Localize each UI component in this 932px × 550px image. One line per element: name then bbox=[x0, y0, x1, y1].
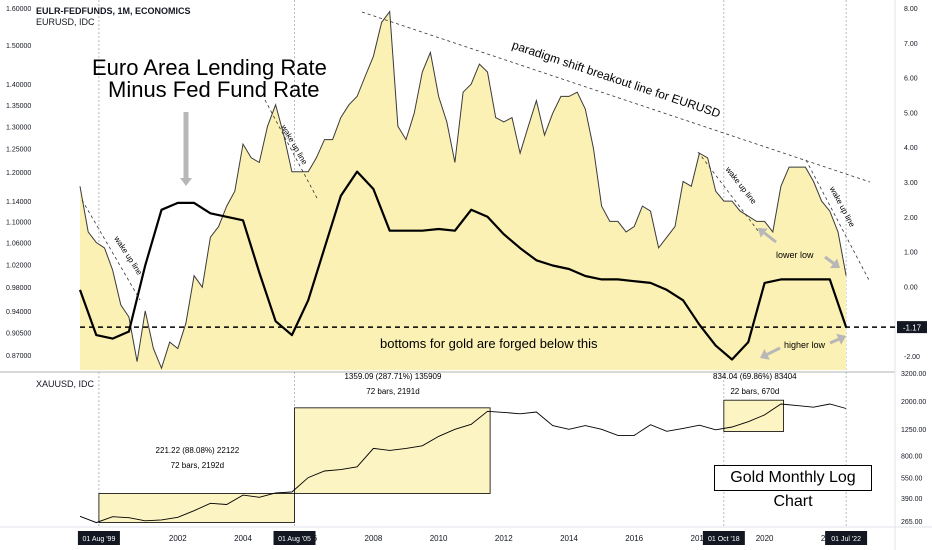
left-axis-tick: 0.90500 bbox=[6, 331, 31, 338]
date-badge bbox=[77, 531, 120, 545]
right-axis-tick: 5.00 bbox=[904, 110, 918, 117]
left-axis-tick: 1.14000 bbox=[6, 199, 31, 206]
measure-box bbox=[98, 493, 295, 523]
time-axis-tick: 2002 bbox=[169, 534, 187, 543]
right-axis-tick: -2.00 bbox=[904, 354, 920, 361]
gold-monthly-log-label: Gold Monthly Log Chart bbox=[714, 465, 872, 510]
eurusd-line bbox=[79, 10, 847, 370]
right-axis-tick: 2.00 bbox=[904, 215, 918, 222]
measure-line1: 1359.09 (287.71%) 135909 bbox=[344, 372, 442, 381]
spread-line bbox=[78, 170, 848, 361]
gold-axis-tick: 800.00 bbox=[901, 453, 923, 460]
time-axis-tick: 2004 bbox=[234, 534, 252, 543]
annotation-breakout: paradigm shift breakout line for EURUSD bbox=[510, 38, 722, 121]
gold-axis-tick: 550.00 bbox=[901, 476, 923, 483]
right-axis-tick: 0.00 bbox=[904, 284, 918, 291]
time-axis-tick: 2012 bbox=[495, 534, 513, 543]
current-value-label: -1.17 bbox=[903, 324, 922, 333]
main-title: EULR-FEDFUNDS, 1M, ECONOMICS bbox=[36, 6, 191, 16]
gold-axis-tick: 390.00 bbox=[901, 496, 923, 503]
annotation-lower-low: lower low bbox=[776, 250, 814, 260]
time-axis-tick: 2014 bbox=[560, 534, 578, 543]
time-axis-tick: 2008 bbox=[365, 534, 383, 543]
wake-up-trendline bbox=[805, 159, 871, 283]
measure-line1: 221.22 (88.08%) 22122 bbox=[156, 446, 240, 455]
arrow-higher-low-2-head bbox=[836, 333, 846, 345]
right-axis-tick: 6.00 bbox=[904, 76, 918, 83]
measure-line1: 834.04 (69.86%) 83404 bbox=[713, 372, 797, 381]
headline-line1: Euro Area Lending Rate bbox=[92, 55, 327, 80]
time-axis-tick: 2020 bbox=[756, 534, 774, 543]
lower-title: XAUUSD, IDC bbox=[36, 379, 95, 389]
arrow-lower-low-2-head bbox=[830, 258, 840, 269]
gold-axis-tick: 1250.00 bbox=[901, 427, 926, 434]
annotation-wake-up-3: wake up line bbox=[723, 164, 758, 206]
left-axis-tick: 0.87000 bbox=[6, 353, 31, 360]
gold-axis-tick: 265.00 bbox=[901, 519, 923, 526]
arrow-lower-low-1-shaft bbox=[763, 231, 777, 244]
left-axis-tick: 1.30000 bbox=[6, 124, 31, 131]
arrow-higher-low-1-head bbox=[760, 349, 770, 360]
measure-line2: 22 bars, 670d bbox=[730, 387, 779, 396]
time-axis-tick: 2010 bbox=[430, 534, 448, 543]
time-axis-tick: 2018 bbox=[691, 534, 709, 543]
left-axis-tick: 1.02000 bbox=[6, 262, 31, 269]
arrow-down-head bbox=[180, 178, 192, 186]
annotation-higher-low: higher low bbox=[784, 340, 826, 350]
arrow-higher-low-1-shaft bbox=[766, 346, 781, 356]
arrow-lower-low-1-head bbox=[758, 228, 768, 238]
measure-line2: 72 bars, 2192d bbox=[171, 461, 224, 470]
main-subtitle: EURUSD, IDC bbox=[36, 17, 95, 27]
left-axis-tick: 1.40000 bbox=[6, 82, 31, 89]
arrow-lower-low-2-shaft bbox=[824, 255, 835, 265]
time-axis-tick: 2016 bbox=[625, 534, 643, 543]
right-axis-tick: 7.00 bbox=[904, 41, 918, 48]
measure-box bbox=[294, 407, 491, 494]
left-axis-tick: 1.06000 bbox=[6, 240, 31, 247]
date-badge-label: 01 Jul '22 bbox=[831, 536, 861, 543]
date-badge bbox=[273, 531, 316, 545]
right-axis-tick: 1.00 bbox=[904, 250, 918, 257]
wake-up-trendline bbox=[81, 199, 141, 301]
left-axis-tick: 0.94000 bbox=[6, 309, 31, 316]
right-axis-tick: 3.00 bbox=[904, 180, 918, 187]
date-badge-label: 01 Aug '05 bbox=[278, 536, 311, 543]
left-axis-tick: 1.25000 bbox=[6, 147, 31, 154]
right-axis-tick: 8.00 bbox=[904, 6, 918, 13]
left-axis-tick: 1.35000 bbox=[6, 103, 31, 110]
date-badge bbox=[702, 531, 745, 545]
left-axis-tick: 1.10000 bbox=[6, 219, 31, 226]
right-axis-tick: 4.00 bbox=[904, 145, 918, 152]
wake-up-trendline bbox=[264, 99, 319, 201]
left-axis-tick: 0.98000 bbox=[6, 285, 31, 292]
current-value-badge bbox=[897, 321, 927, 334]
annotation-wake-up-1: wake up line bbox=[112, 234, 145, 278]
annotation-bottoms-for-gold: bottoms for gold are forged below this bbox=[380, 336, 598, 351]
left-axis-tick: 1.60000 bbox=[6, 6, 31, 13]
measure-line2: 72 bars, 2191d bbox=[366, 387, 419, 396]
xauusd-line bbox=[79, 403, 847, 524]
breakout-trendline bbox=[361, 11, 871, 183]
headline-line2: Minus Fed Fund Rate bbox=[108, 77, 320, 102]
date-badge-label: 01 Aug '99 bbox=[82, 536, 115, 543]
date-badge bbox=[825, 531, 868, 545]
gold-axis-tick: 2000.00 bbox=[901, 399, 926, 406]
left-axis-tick: 1.20000 bbox=[6, 170, 31, 177]
left-axis-tick: 1.50000 bbox=[6, 43, 31, 50]
date-badge-label: 01 Oct '18 bbox=[708, 536, 740, 543]
eurusd-area-fill bbox=[80, 11, 847, 370]
arrow-higher-low-2-shaft bbox=[829, 337, 840, 345]
gold-axis-tick: 3200.00 bbox=[901, 371, 926, 378]
